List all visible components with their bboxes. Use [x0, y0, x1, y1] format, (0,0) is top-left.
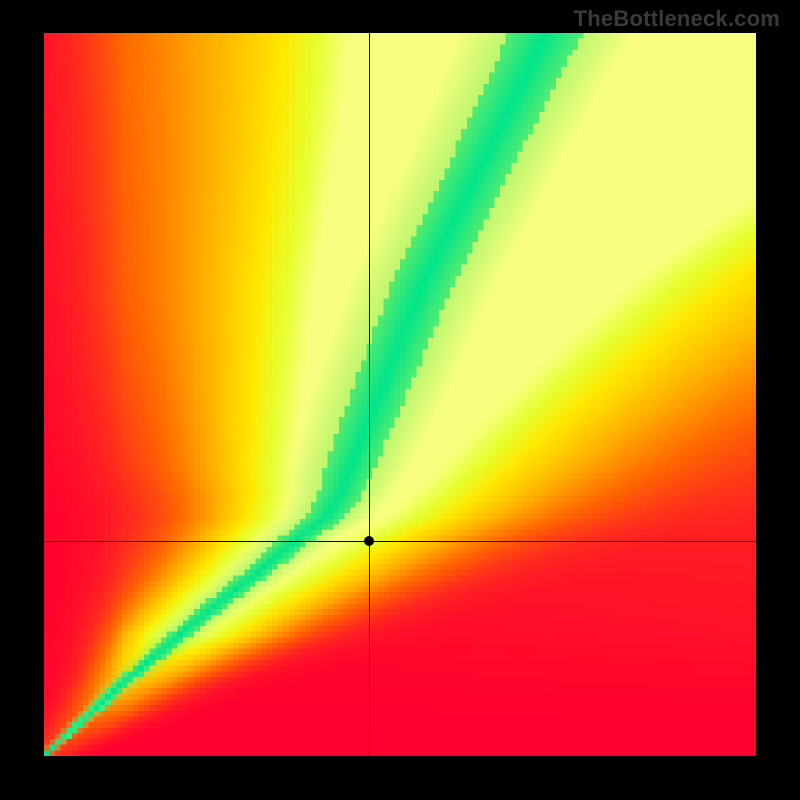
crosshair-vertical [369, 33, 370, 756]
heatmap-canvas [44, 33, 756, 756]
heatmap-plot [44, 33, 756, 756]
watermark-text: TheBottleneck.com [574, 6, 780, 32]
crosshair-marker [364, 536, 374, 546]
crosshair-horizontal [44, 541, 756, 542]
